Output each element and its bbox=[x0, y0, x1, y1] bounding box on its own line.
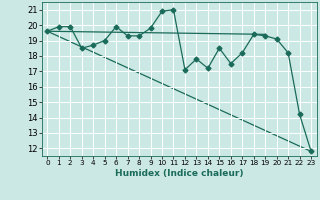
X-axis label: Humidex (Indice chaleur): Humidex (Indice chaleur) bbox=[115, 169, 244, 178]
